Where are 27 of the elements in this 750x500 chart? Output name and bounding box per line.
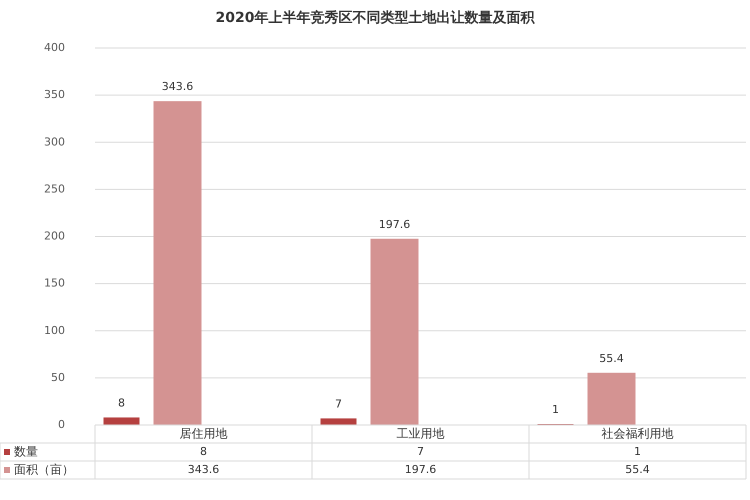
y-tick-label: 350 [44,88,65,102]
annotation: 55.4 [599,352,624,365]
annotation: 8 [118,396,125,410]
y-tick-label: 0 [58,418,65,432]
x-tick-label: 居住用地 [180,426,228,440]
chart-title: 2020年上半年竞秀区不同类型土地出让数量及面积 [216,8,536,26]
y-tick-label: 250 [44,182,65,196]
data-label: 343.6 [188,463,220,476]
y-tick-label: 150 [44,276,65,290]
x-tick-label: 工业用地 [396,426,444,440]
annotation: 197.6 [378,218,410,231]
legend-label: 数量 [14,444,38,458]
x-tick-label: 社会福利用地 [602,426,674,440]
data-label: 7 [417,445,424,458]
legend-label: 面积（亩） [14,462,74,476]
y-tick-label: 400 [44,41,65,54]
y-tick-label: 50 [51,370,65,384]
y-tick-label: 100 [44,324,65,337]
data-label: 55.4 [625,463,650,476]
y-tick-label: 300 [44,135,65,148]
annotation: 7 [335,397,342,410]
data-label: 1 [634,445,641,458]
annotation: 1 [552,403,559,416]
data-label: 197.6 [404,463,436,476]
data-label: 8 [200,445,207,458]
y-tick-label: 200 [44,230,65,243]
annotation: 343.6 [162,80,194,94]
